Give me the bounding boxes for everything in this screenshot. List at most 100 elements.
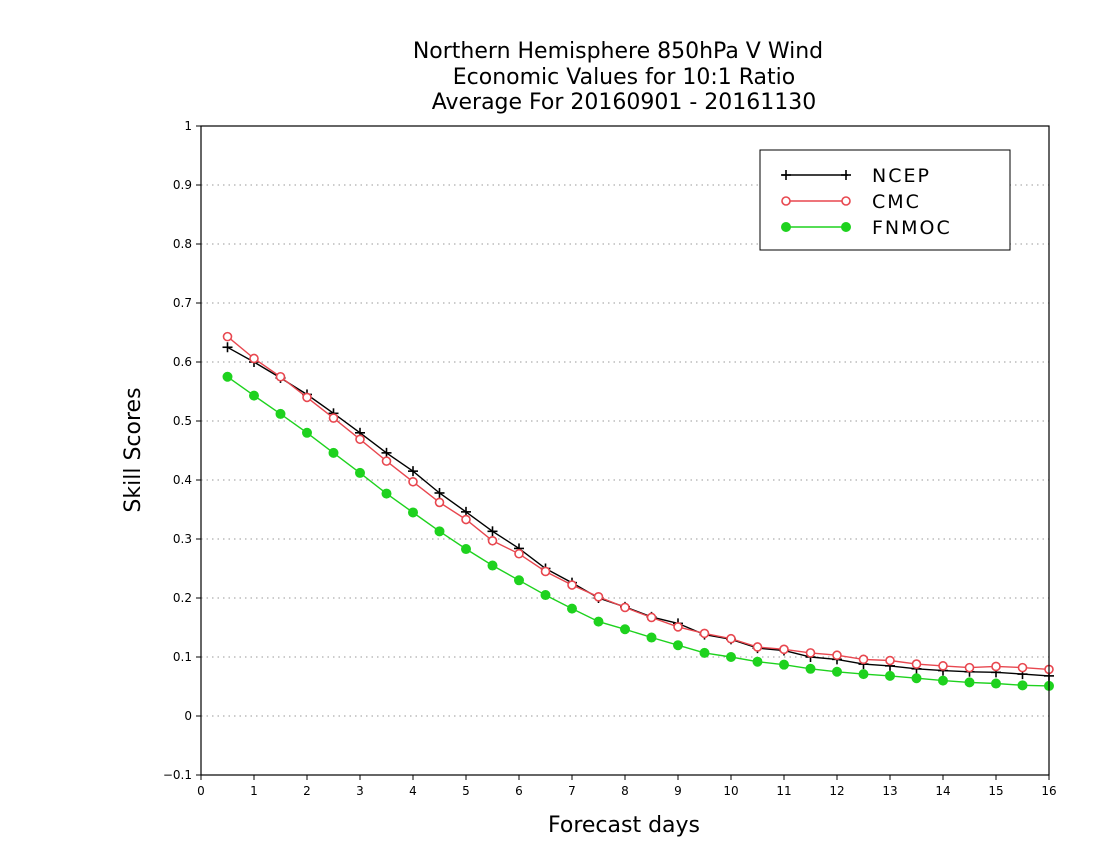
data-point-fnmoc bbox=[328, 447, 339, 458]
data-point-fnmoc bbox=[302, 427, 312, 438]
y-tick-label: −0.1 bbox=[163, 768, 192, 782]
data-point-cmc bbox=[514, 548, 524, 559]
data-point-ncep bbox=[381, 447, 392, 458]
data-point-cmc bbox=[673, 622, 683, 632]
data-point-cmc bbox=[991, 661, 1001, 672]
x-tick-label: 5 bbox=[462, 784, 470, 798]
series-line-ncep bbox=[227, 346, 1050, 677]
data-point-fnmoc bbox=[752, 656, 763, 667]
data-point-fnmoc bbox=[222, 371, 233, 382]
data-point-cmc bbox=[355, 434, 365, 445]
data-point-fnmoc bbox=[514, 575, 524, 586]
x-tick-label: 0 bbox=[197, 784, 205, 798]
data-point-ncep bbox=[434, 487, 445, 498]
data-point-fnmoc bbox=[726, 652, 736, 662]
data-point-fnmoc bbox=[434, 526, 445, 537]
data-point-fnmoc bbox=[381, 488, 392, 499]
x-tick-label: 6 bbox=[515, 784, 523, 798]
x-tick-label: 8 bbox=[621, 784, 629, 798]
x-axis-label: Forecast days bbox=[548, 813, 700, 838]
data-point-cmc bbox=[805, 648, 816, 658]
data-point-fnmoc bbox=[938, 675, 948, 686]
x-tick-label: 15 bbox=[988, 784, 1003, 798]
x-tick-label: 13 bbox=[882, 784, 897, 798]
x-tick-label: 9 bbox=[674, 784, 682, 798]
y-tick-label: 0 bbox=[184, 709, 192, 723]
y-tick-label: 0.3 bbox=[173, 532, 192, 546]
y-tick-label: 0.1 bbox=[173, 650, 192, 664]
legend-item-cmc: CMC bbox=[781, 191, 921, 213]
data-point-cmc bbox=[858, 654, 869, 665]
data-point-cmc bbox=[487, 535, 498, 546]
legend-marker-cmc bbox=[781, 196, 791, 206]
data-point-cmc bbox=[832, 650, 842, 661]
data-point-cmc bbox=[1017, 662, 1028, 673]
data-point-fnmoc bbox=[355, 467, 365, 478]
legend: NCEP CMC FNMOC bbox=[759, 149, 1011, 251]
data-point-fnmoc bbox=[1017, 680, 1028, 691]
title-line-1: Northern Hemisphere 850hPa V Wind bbox=[413, 39, 823, 64]
series-ncep bbox=[222, 342, 1054, 681]
legend-marker-cmc bbox=[841, 196, 851, 206]
data-point-cmc bbox=[620, 602, 630, 613]
y-tick-label: 0.5 bbox=[173, 414, 192, 428]
data-point-fnmoc bbox=[646, 632, 657, 643]
gridlines bbox=[201, 184, 1049, 717]
data-point-cmc bbox=[752, 642, 763, 652]
data-point-fnmoc bbox=[991, 678, 1001, 689]
x-tick-label: 1 bbox=[250, 784, 258, 798]
series-line-cmc bbox=[227, 336, 1050, 671]
data-point-cmc bbox=[646, 612, 657, 623]
title-line-3: Average For 20160901 - 20161130 bbox=[432, 90, 817, 115]
data-point-fnmoc bbox=[885, 670, 895, 681]
x-tick-label: 10 bbox=[723, 784, 738, 798]
data-point-cmc bbox=[275, 371, 286, 382]
legend-label-ncep: NCEP bbox=[872, 165, 931, 187]
x-tick-label: 16 bbox=[1041, 784, 1056, 798]
data-point-fnmoc bbox=[593, 616, 604, 627]
chart-title: Northern Hemisphere 850hPa V Wind Econom… bbox=[413, 39, 823, 115]
data-point-cmc bbox=[222, 331, 233, 342]
data-point-cmc bbox=[593, 592, 604, 602]
data-point-fnmoc bbox=[249, 390, 259, 401]
data-point-cmc bbox=[726, 633, 736, 644]
x-tick-label: 3 bbox=[356, 784, 364, 798]
data-point-cmc bbox=[885, 655, 895, 666]
data-point-cmc bbox=[461, 514, 471, 525]
data-point-fnmoc bbox=[911, 673, 922, 684]
x-tick-label: 12 bbox=[829, 784, 844, 798]
data-point-fnmoc bbox=[673, 640, 683, 651]
legend-label-cmc: CMC bbox=[872, 191, 921, 213]
data-point-fnmoc bbox=[699, 647, 710, 658]
data-point-fnmoc bbox=[858, 669, 869, 680]
data-point-ncep bbox=[222, 342, 233, 353]
data-point-ncep bbox=[408, 466, 418, 477]
y-tick-label: 1 bbox=[184, 119, 192, 133]
x-tick-label: 14 bbox=[935, 784, 950, 798]
series-line-fnmoc bbox=[227, 376, 1050, 687]
y-tick-label: 0.6 bbox=[173, 355, 192, 369]
data-point-cmc bbox=[567, 580, 577, 590]
data-point-fnmoc bbox=[779, 659, 789, 670]
data-point-fnmoc bbox=[275, 408, 286, 419]
data-point-fnmoc bbox=[461, 544, 471, 555]
x-tick-label: 7 bbox=[568, 784, 576, 798]
y-tick-label: 0.2 bbox=[173, 591, 192, 605]
y-axis-label: Skill Scores bbox=[121, 387, 146, 512]
data-point-cmc bbox=[434, 497, 445, 508]
data-point-cmc bbox=[328, 413, 339, 423]
y-tick-label: 0.8 bbox=[173, 237, 192, 251]
x-axis-ticks: 0 1 2 3 4 5 6 7 8 9 10 11 12 13 14 15 16 bbox=[197, 775, 1057, 798]
series-cmc bbox=[222, 331, 1054, 675]
data-point-fnmoc bbox=[567, 603, 577, 614]
series-fnmoc bbox=[222, 371, 1054, 691]
y-tick-label: 0.7 bbox=[173, 296, 192, 310]
data-point-fnmoc bbox=[805, 663, 816, 674]
data-point-cmc bbox=[302, 392, 312, 403]
x-tick-label: 11 bbox=[776, 784, 791, 798]
data-point-ncep bbox=[487, 526, 498, 537]
data-point-fnmoc bbox=[832, 666, 842, 677]
data-point-fnmoc bbox=[540, 590, 551, 601]
legend-item-ncep: NCEP bbox=[781, 165, 931, 187]
